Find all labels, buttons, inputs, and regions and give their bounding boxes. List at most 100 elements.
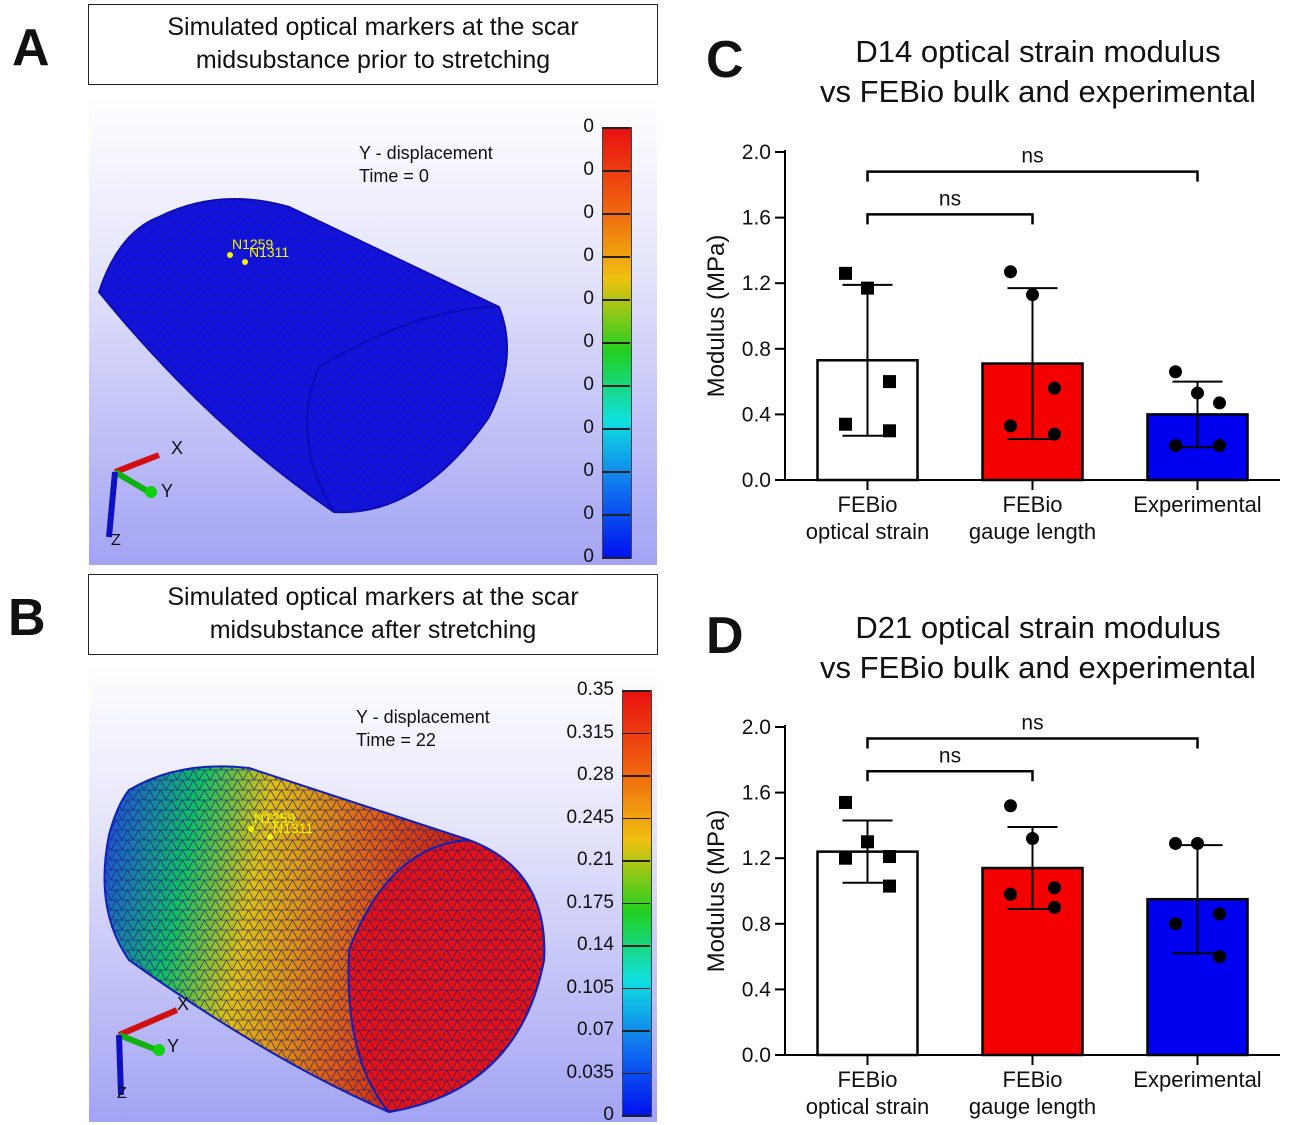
panel-letter-b: B <box>8 589 46 647</box>
axis-z-label-b: Z <box>117 1085 127 1102</box>
significance-label: ns <box>939 744 961 767</box>
axes-triad-a: X Y Z <box>106 438 183 549</box>
colorbar-tick-label: 0 <box>583 202 594 223</box>
data-point <box>883 375 896 389</box>
significance-bracket <box>866 213 1034 225</box>
chart-c-title-line2: vs FEBio bulk and experimental <box>820 74 1256 109</box>
colorbar-tick <box>622 775 650 777</box>
y-tick-label: 0.8 <box>742 913 771 936</box>
sim-label-a-quantity: Y - displacement <box>359 143 493 163</box>
data-point <box>1048 881 1061 895</box>
data-point <box>883 879 896 893</box>
colorbar-tick-label: 0 <box>583 116 594 137</box>
data-point <box>1169 439 1182 453</box>
data-point <box>1191 836 1204 850</box>
marker-label-a2: N1311 <box>249 244 290 260</box>
data-point <box>1004 887 1017 901</box>
marker-dot-a1 <box>227 252 233 258</box>
y-tick-label: 1.6 <box>742 207 771 230</box>
colorbar-b: 0.35 0.315 0.28 0.245 0.21 0.175 0.14 0.105 0.07… <box>554 680 657 1122</box>
axis-z-label-a: Z <box>111 532 121 549</box>
colorbar-tick-label: 0.315 <box>566 721 614 743</box>
axis-x-label-b: X <box>177 994 189 1014</box>
data-point <box>1213 396 1226 410</box>
axis-x-label-a: X <box>171 438 183 458</box>
colorbar-tick <box>622 902 650 904</box>
mesh-b: X Y Z <box>103 765 546 1114</box>
data-point <box>1169 917 1182 931</box>
caption-b-line1: Simulated optical markers at the scar <box>167 583 579 611</box>
caption-b-line2: midsubstance after stretching <box>209 616 537 644</box>
colorbar-tick <box>602 127 630 129</box>
colorbar-tick-label: 0 <box>583 460 594 481</box>
colorbar-tick <box>602 256 630 258</box>
data-point <box>1026 288 1039 302</box>
sim-label-b-quantity: Y - displacement <box>356 707 490 727</box>
cylinder-b <box>103 765 546 1114</box>
y-tick-label: 1.2 <box>742 272 771 295</box>
colorbar-tick <box>602 170 630 172</box>
colorbar-tick-label: 0 <box>583 159 594 180</box>
mesh-a: X Y Z <box>97 198 508 549</box>
colorbar-tick <box>622 817 650 819</box>
panel-letter-a: A <box>12 19 50 77</box>
x-tick-label: optical strain <box>806 1094 930 1119</box>
colorbar-tick <box>602 557 630 559</box>
colorbar-tick-label: 0 <box>583 417 594 438</box>
data-point <box>1004 419 1017 433</box>
x-tick-label: gauge length <box>969 1094 1096 1119</box>
colorbar-tick <box>602 514 630 516</box>
data-point <box>883 424 896 438</box>
data-point <box>861 835 874 849</box>
significance-bracket <box>866 770 1034 782</box>
significance-label: ns <box>1021 145 1043 168</box>
colorbar-tick <box>622 1030 650 1032</box>
data-point <box>1169 365 1182 379</box>
significance-bracket <box>866 737 1199 749</box>
colorbar-tick <box>602 213 630 215</box>
colorbar-a: 0 0 0 0 0 0 0 0 0 0 0 <box>534 117 644 565</box>
colorbar-tick <box>602 299 630 301</box>
colorbar-tick-label: 0 <box>583 288 594 309</box>
colorbar-tick <box>622 1115 650 1117</box>
axes-triad-b: X Y Z <box>116 994 189 1102</box>
data-point <box>1213 950 1226 964</box>
colorbar-tick-label: 0.07 <box>577 1019 614 1040</box>
significance-bracket <box>866 170 1199 182</box>
x-tick-label: FEBio <box>1003 1067 1063 1092</box>
colorbar-tick-label: 0.14 <box>577 934 614 955</box>
sim-label-b: Y - displacement Time = 22 <box>356 706 490 752</box>
y-axis-label: Modulus (MPa) <box>703 810 730 973</box>
colorbar-tick <box>622 945 650 947</box>
y-tick-label: 1.6 <box>742 782 771 805</box>
panel-letter-c: C <box>706 31 744 89</box>
chart-d-title-line2: vs FEBio bulk and experimental <box>820 650 1256 685</box>
chart-c-title: D14 optical strain modulus vs FEBio bulk… <box>758 32 1299 112</box>
axis-y-label-b: Y <box>167 1036 179 1056</box>
significance-label: ns <box>1021 711 1043 734</box>
data-point <box>1026 832 1039 846</box>
data-point <box>1191 386 1204 400</box>
colorbar-tick-label: 0.21 <box>577 849 614 870</box>
marker-label-b2: N1311 <box>273 820 314 836</box>
colorbar-tick <box>602 471 630 473</box>
colorbar-tick-label: 0 <box>603 1104 614 1123</box>
y-tick-label: 1.2 <box>742 847 771 870</box>
colorbar-tick <box>622 690 650 692</box>
simulation-view-a: X Y Z Y - displacement Time = 0 N1259 N1… <box>89 97 657 565</box>
simulation-view-b: X Y Z Y - displacement Time = 22 N1259 N… <box>89 660 657 1122</box>
colorbar-tick-label: 0 <box>583 331 594 352</box>
caption-a-line1: Simulated optical markers at the scar <box>167 13 579 41</box>
sim-label-b-time: Time = 22 <box>356 730 436 750</box>
y-tick-label: 0.0 <box>742 1044 771 1067</box>
y-tick-label: 0.0 <box>742 469 771 492</box>
axis-y-label-a: Y <box>161 481 173 501</box>
x-tick-label: FEBio <box>1003 492 1063 517</box>
colorbar-tick <box>602 385 630 387</box>
panel-letter-d: D <box>706 607 744 665</box>
sim-label-a: Y - displacement Time = 0 <box>359 142 493 188</box>
y-tick-label: 0.4 <box>742 403 772 426</box>
data-point <box>1048 381 1061 395</box>
y-axis-label: Modulus (MPa) <box>703 235 730 398</box>
